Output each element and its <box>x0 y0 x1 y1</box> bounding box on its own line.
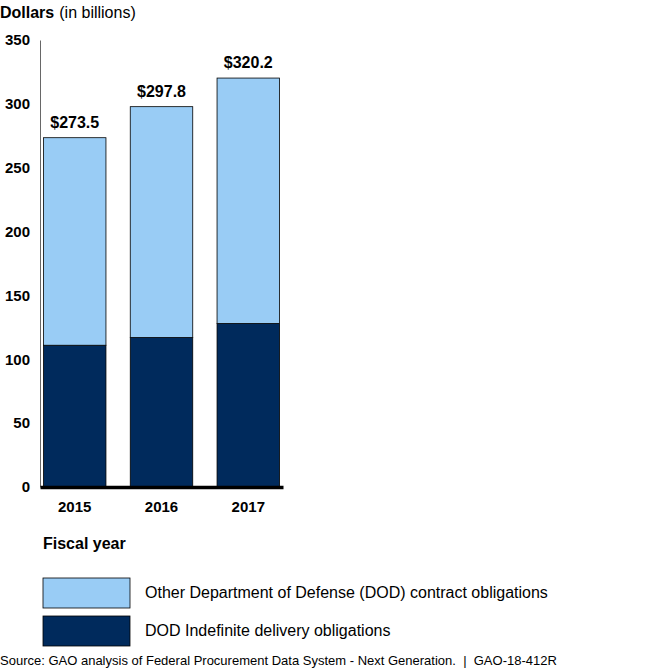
bar-segment <box>43 138 105 346</box>
bar-segment <box>217 78 279 323</box>
bar-segment <box>217 324 279 487</box>
y-tick: 150 <box>5 287 40 304</box>
legend-label: DOD Indefinite delivery obligations <box>145 622 390 639</box>
legend-label: Other Department of Defense (DOD) contra… <box>145 584 548 601</box>
y-tick-label: 150 <box>5 287 30 304</box>
total-label: $320.2 <box>224 54 273 71</box>
y-tick: 250 <box>5 159 40 176</box>
y-axis-line <box>40 41 41 488</box>
source-note: Source: GAO analysis of Federal Procurem… <box>0 653 557 668</box>
x-tick: 2017 <box>232 487 265 515</box>
y-tick-label: 200 <box>5 223 30 240</box>
x-tick: 2015 <box>58 487 91 515</box>
total-label: $297.8 <box>137 83 186 100</box>
y-axis-title-unit: (in billions) <box>59 4 135 21</box>
x-tick: 2016 <box>145 487 178 515</box>
total-labels: $273.5 $297.8 $320.2 <box>50 54 273 131</box>
x-tick-label: 2015 <box>58 498 91 515</box>
legend: Other Department of Defense (DOD) contra… <box>43 578 548 646</box>
bar-segment <box>43 345 105 487</box>
y-tick: 300 <box>5 95 40 112</box>
y-tick-label: 50 <box>13 414 30 431</box>
legend-swatch <box>43 616 130 646</box>
x-tick-label: 2017 <box>232 498 265 515</box>
y-tick: 100 <box>5 351 40 368</box>
y-axis: 0 50 100 150 200 250 300 350 <box>5 31 41 495</box>
y-tick-label: 350 <box>5 31 30 48</box>
y-tick: 0 <box>22 478 40 495</box>
bar-segment <box>130 338 192 487</box>
y-tick-label: 0 <box>22 478 30 495</box>
x-axis-line <box>41 486 284 490</box>
total-label: $273.5 <box>50 114 99 131</box>
x-axis: 2015 2016 2017 <box>41 487 284 515</box>
y-tick: 350 <box>5 31 40 48</box>
bar-segment <box>130 107 192 338</box>
y-axis-title: Dollars (in billions) <box>0 4 136 21</box>
x-tick-label: 2016 <box>145 498 178 515</box>
y-tick-label: 100 <box>5 351 30 368</box>
y-tick-label: 300 <box>5 95 30 112</box>
bars <box>43 78 279 487</box>
x-axis-title: Fiscal year <box>43 535 126 552</box>
y-tick: 200 <box>5 223 40 240</box>
y-axis-title-main: Dollars <box>0 4 54 21</box>
legend-swatch <box>43 578 130 608</box>
y-tick-label: 250 <box>5 159 30 176</box>
chart: Dollars (in billions) 0 50 100 150 200 250 300 35… <box>0 0 650 670</box>
y-tick: 50 <box>13 414 40 431</box>
